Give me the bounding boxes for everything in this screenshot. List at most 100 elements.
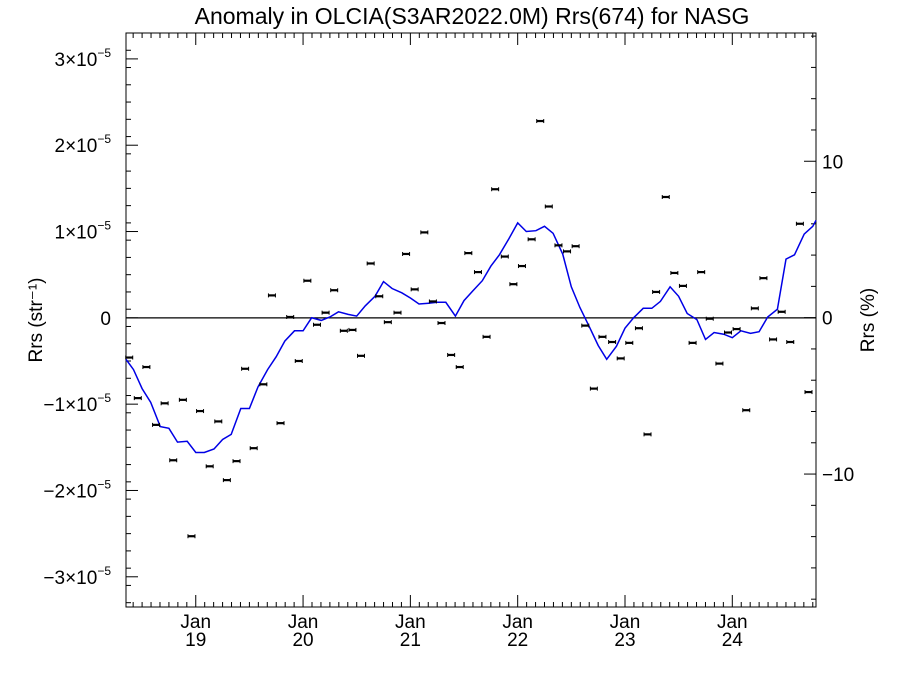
anomaly-point [348,327,357,332]
anomaly-point [276,421,285,426]
x-tick-label-month: Jan [717,612,748,633]
y-left-tick-label: 2×10−5 [55,132,112,157]
anomaly-point [616,356,625,361]
anomaly-point [688,340,697,345]
anomaly-point [410,287,419,292]
anomaly-point [697,270,706,275]
anomaly-point [321,310,330,315]
anomaly-point [241,366,250,371]
x-tick-label-month: Jan [288,612,319,633]
y-right-tick-label: 0 [822,309,833,330]
anomaly-point [643,432,652,437]
anomaly-point [249,446,258,451]
anomaly-point [303,278,312,283]
anomaly-point [383,320,392,325]
anomaly-point [500,254,509,259]
anomaly-point [169,458,178,463]
anomaly-point [286,314,295,319]
anomaly-point [554,243,563,248]
y-left-tick-label: 3×10−5 [55,46,112,71]
anomaly-point [571,244,580,249]
anomaly-point [625,340,634,345]
anomaly-point [705,316,714,321]
y-left-tick-label: 0 [100,309,111,330]
anomaly-point [267,293,276,298]
anomaly-point [357,353,366,358]
anomaly-point [786,340,795,345]
anomaly-point [205,464,214,469]
y-left-tick-label: −1×10−5 [43,391,111,416]
x-tick-label-year: 19 [185,630,206,651]
plot-frame [125,32,817,608]
anomaly-point [366,261,375,266]
anomaly-point [742,408,751,413]
anomaly-point [187,534,196,539]
anomaly-point [598,334,607,339]
anomaly-point [330,288,339,293]
anomaly-point [678,283,687,288]
y-right-tick-label: 10 [822,152,843,173]
anomaly-point [222,478,231,483]
anomaly-point [715,361,724,366]
anomaly-point [393,310,402,315]
anomaly-point [517,264,526,269]
anomaly-point [581,323,590,328]
anomaly-point [795,221,804,226]
x-tick-label-year: 24 [722,630,744,651]
anomaly-point [527,237,536,242]
y-left-tick-label: −2×10−5 [43,477,111,502]
anomaly-point [375,294,384,299]
anomaly-point [402,251,411,256]
y-right-tick-label: −10 [822,465,854,486]
anomaly-point [232,459,241,464]
x-tick-label-month: Jan [395,612,426,633]
monthly-anomaly-series [125,119,813,539]
x-tick-label-year: 21 [400,630,421,651]
anomaly-point [759,276,768,281]
anomaly-point [259,382,268,387]
anomaly-point [661,195,670,199]
anomaly-point [750,306,759,311]
anomaly-point [804,390,813,395]
anomaly-point [214,419,223,424]
anomaly-point [482,334,491,339]
anomaly-point [652,289,661,294]
axes: Jan19Jan20Jan21Jan22Jan23Jan243×10−52×10… [43,33,854,651]
anomaly-point [608,340,617,345]
x-tick-label-year: 20 [292,630,313,651]
chart-title: Anomaly in OLCIA(S3AR2022.0M) Rrs(674) f… [195,3,750,29]
anomaly-point [428,299,437,304]
anomaly-point [589,386,598,391]
x-tick-label-year: 22 [507,630,528,651]
x-tick-label-month: Jan [180,612,211,633]
x-tick-label-month: Jan [502,612,533,633]
anomaly-point [544,204,553,209]
anomaly-point [536,119,545,124]
anomaly-point [142,365,151,370]
anomaly-point [777,309,786,314]
y-axis-left-title: Rrs (str⁻¹) [26,278,47,363]
x-tick-label-year: 23 [614,630,635,651]
anomaly-point [464,251,473,256]
anomaly-point [724,330,733,335]
anomaly-point [670,270,679,275]
anomaly-point [133,396,142,401]
anomaly-point [152,422,161,427]
running-mean-line [125,219,817,454]
anomaly-point [491,187,500,192]
anomaly-point [313,322,322,327]
anomaly-point [732,327,741,332]
anomaly-point [178,397,187,402]
anomaly-point [634,326,643,331]
anomaly-point [339,328,348,333]
running-mean-series [125,219,817,454]
anomaly-point [196,409,205,414]
x-tick-label-month: Jan [610,612,641,633]
anomaly-point [160,401,169,406]
anomaly-point [437,321,446,326]
anomaly-point [509,282,518,287]
anomaly-point [447,352,456,357]
anomaly-point [473,270,482,275]
anomaly-point [420,230,429,235]
